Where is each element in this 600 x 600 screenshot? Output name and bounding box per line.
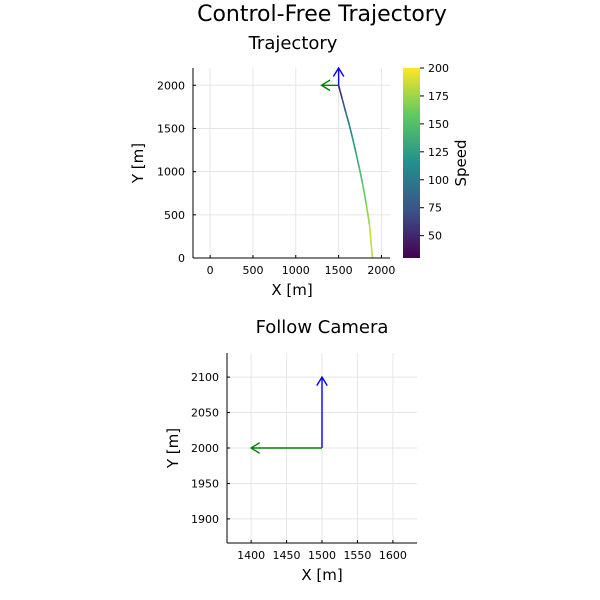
trajectory-curve: [337, 84, 374, 259]
trajectory-segment: [351, 136, 357, 153]
trajectory-segment: [361, 182, 367, 204]
x-tick-label: 1600: [379, 549, 407, 562]
colorbar-tick-label: 50: [428, 230, 442, 243]
y-tick-label: 1950: [191, 477, 219, 490]
trajectory-segment: [338, 87, 343, 100]
trajectory-ticks: 0 500 1000 1500 2000 0 500 1000 1500 2000: [157, 79, 395, 277]
velocity-arrow: [320, 79, 339, 92]
follow-camera-xlabel: X [m]: [301, 566, 342, 584]
trajectory-ylabel: Y [m]: [129, 143, 147, 184]
trajectory-grid: [193, 68, 390, 259]
trajectory-segment: [368, 223, 374, 259]
x-tick-label: 0: [207, 264, 214, 277]
velocity-arrow-head: [249, 442, 260, 454]
figure-title: Control-Free Trajectory: [197, 2, 447, 27]
speed-colorbar: 50 75 100 125 150 175 200 Speed: [403, 62, 470, 258]
velocity-arrow: [249, 442, 322, 454]
x-tick-label: 1500: [308, 549, 336, 562]
x-tick-label: 500: [242, 264, 263, 277]
follow-camera-arrows: [249, 375, 328, 454]
follow-camera-ticks: 1400 1450 1500 1550 1600 1900 1950 2000 2050 2100: [191, 371, 407, 562]
y-tick-label: 2000: [157, 79, 185, 92]
follow-camera-plot: Follow Camera 1400 1450 1500 1550 1600 1900 19…: [164, 317, 417, 584]
y-tick-label: 1000: [157, 166, 185, 179]
x-tick-label: 1450: [273, 549, 301, 562]
colorbar-tick-label: 175: [428, 90, 449, 103]
trajectory-segment: [358, 166, 364, 185]
trajectory-segment: [354, 150, 360, 169]
trajectory-arrows: [320, 66, 345, 92]
trajectory-segment: [365, 201, 371, 226]
trajectory-plot: Trajectory 0 500 1000 1500 2000 0 500 1000 1500 2…: [129, 33, 470, 299]
colorbar-tick-label: 125: [428, 146, 449, 159]
x-tick-label: 1550: [343, 549, 371, 562]
colorbar-label: Speed: [452, 139, 470, 186]
y-tick-label: 500: [164, 209, 185, 222]
y-tick-label: 1500: [157, 122, 185, 135]
trajectory-segment: [348, 122, 354, 138]
heading-arrow: [332, 66, 345, 86]
y-tick-label: 2050: [191, 407, 219, 420]
follow-camera-ylabel: Y [m]: [164, 428, 182, 469]
colorbar-ticks: 50 75 100 125 150 175 200: [420, 62, 449, 243]
x-tick-label: 1500: [325, 264, 353, 277]
colorbar-gradient: [403, 68, 420, 258]
y-tick-label: 2100: [191, 371, 219, 384]
colorbar-tick-label: 100: [428, 174, 449, 187]
colorbar-tick-label: 75: [428, 202, 442, 215]
trajectory-title: Trajectory: [248, 33, 338, 54]
heading-arrow: [316, 375, 328, 448]
y-tick-label: 2000: [191, 442, 219, 455]
y-tick-label: 0: [178, 252, 185, 265]
follow-camera-title: Follow Camera: [256, 317, 389, 338]
x-tick-label: 2000: [367, 264, 395, 277]
x-tick-label: 1000: [282, 264, 310, 277]
x-tick-label: 1400: [237, 549, 265, 562]
colorbar-tick-label: 150: [428, 118, 449, 131]
y-tick-label: 1900: [191, 513, 219, 526]
trajectory-segment: [344, 110, 350, 125]
heading-arrow-head: [316, 375, 328, 386]
heading-arrow-head: [332, 66, 345, 77]
velocity-arrow-head: [320, 79, 331, 92]
trajectory-segment: [341, 97, 347, 112]
colorbar-tick-label: 200: [428, 62, 449, 75]
trajectory-xlabel: X [m]: [271, 281, 312, 299]
